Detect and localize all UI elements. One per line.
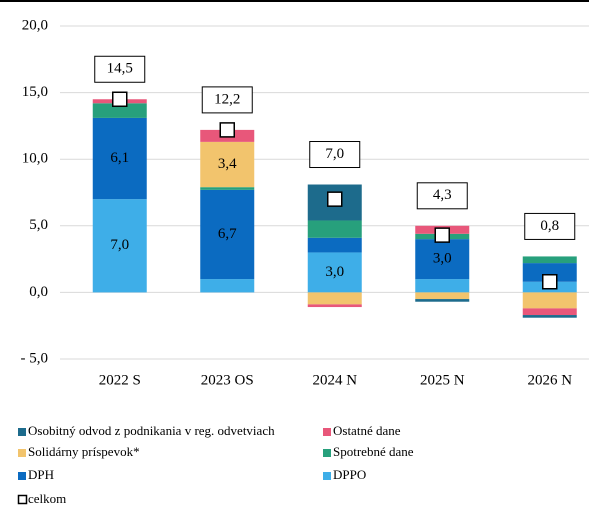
bar-segment: [307, 292, 362, 305]
bar-segment: [200, 189, 255, 280]
legend-swatch: [18, 428, 26, 436]
bar-segment: [200, 141, 255, 188]
legend-swatch: [323, 472, 331, 480]
bar-segment: [307, 252, 362, 293]
y-tick-label: 0,0: [29, 284, 48, 300]
legend-label: DPH: [28, 467, 54, 482]
legend-label: Solidárny príspevok*: [28, 444, 140, 459]
total-label-box: [94, 55, 146, 83]
bar-segment: [200, 187, 255, 190]
total-marker: [219, 122, 235, 138]
value-label: 3,0: [433, 251, 452, 267]
total-label-box: [201, 86, 253, 114]
value-label: 7,0: [110, 237, 129, 253]
total-label: 0,8: [540, 218, 559, 234]
legend-swatch: [323, 428, 331, 436]
bar-segment: [200, 279, 255, 293]
total-label-box: [524, 212, 576, 240]
legend-label: DPPO: [333, 467, 366, 482]
bar-segment: [415, 299, 470, 302]
bar-segment: [92, 199, 147, 293]
total-label: 7,0: [325, 146, 344, 162]
bar-segment: [307, 220, 362, 238]
y-tick-label: - 5,0: [21, 350, 49, 366]
bar-segment: [415, 292, 470, 300]
total-marker: [542, 273, 558, 290]
legend-label: Osobitný odvod z podnikania v reg. odvet…: [28, 423, 275, 438]
value-label: 6,7: [218, 226, 237, 242]
total-marker: [112, 91, 128, 108]
value-label: 3,0: [325, 264, 344, 280]
bar-segment: [307, 237, 362, 253]
total-marker: [434, 227, 450, 243]
legend-label: Spotrebné dane: [333, 444, 414, 459]
y-tick-label: 20,0: [22, 17, 48, 33]
total-label: 14,5: [107, 61, 133, 77]
value-label: 6,1: [110, 150, 129, 166]
x-tick-label: 2026 N: [527, 372, 572, 388]
bar-segment: [307, 304, 362, 308]
total-label-box: [309, 141, 361, 169]
bar-segment: [522, 308, 577, 316]
legend-swatch: [18, 472, 26, 480]
legend-swatch: [323, 449, 331, 457]
y-tick-label: 15,0: [22, 84, 48, 100]
bar-segment: [522, 292, 577, 309]
x-tick-label: 2025 N: [420, 372, 465, 388]
legend-swatch: [18, 449, 26, 457]
total-label: 4,3: [433, 187, 452, 203]
legend-swatch: [17, 494, 28, 505]
total-label-box: [416, 182, 468, 210]
total-label: 12,2: [214, 91, 240, 107]
bar-segment: [92, 117, 147, 200]
x-tick-label: 2023 OS: [201, 372, 254, 388]
x-tick-label: 2024 N: [312, 372, 357, 388]
legend-label: celkom: [28, 491, 66, 506]
bar-segment: [522, 315, 577, 318]
x-tick-label: 2022 S: [99, 372, 141, 388]
y-tick-label: 10,0: [22, 151, 48, 167]
bar-segment: [415, 239, 470, 280]
y-tick-label: 5,0: [29, 217, 48, 233]
bar-segment: [92, 103, 147, 118]
bar-segment: [522, 256, 577, 264]
bar-segment: [522, 263, 577, 282]
bar-segment: [415, 279, 470, 293]
value-label: 3,4: [218, 156, 237, 172]
total-marker: [327, 191, 343, 207]
legend-label: Ostatné dane: [333, 423, 401, 438]
